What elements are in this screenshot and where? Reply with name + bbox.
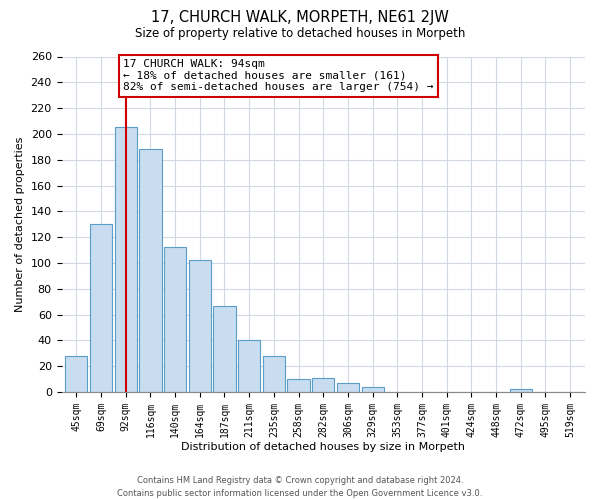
- Text: 17, CHURCH WALK, MORPETH, NE61 2JW: 17, CHURCH WALK, MORPETH, NE61 2JW: [151, 10, 449, 25]
- Text: Size of property relative to detached houses in Morpeth: Size of property relative to detached ho…: [135, 28, 465, 40]
- Bar: [337, 383, 359, 392]
- Text: 17 CHURCH WALK: 94sqm
← 18% of detached houses are smaller (161)
82% of semi-det: 17 CHURCH WALK: 94sqm ← 18% of detached …: [123, 59, 434, 92]
- Bar: [139, 150, 161, 392]
- Y-axis label: Number of detached properties: Number of detached properties: [15, 136, 25, 312]
- Bar: [238, 340, 260, 392]
- X-axis label: Distribution of detached houses by size in Morpeth: Distribution of detached houses by size …: [181, 442, 465, 452]
- Bar: [214, 306, 236, 392]
- Bar: [164, 248, 186, 392]
- Bar: [509, 390, 532, 392]
- Bar: [312, 378, 334, 392]
- Text: Contains HM Land Registry data © Crown copyright and database right 2024.
Contai: Contains HM Land Registry data © Crown c…: [118, 476, 482, 498]
- Bar: [115, 128, 137, 392]
- Bar: [65, 356, 88, 392]
- Bar: [90, 224, 112, 392]
- Bar: [287, 379, 310, 392]
- Bar: [263, 356, 285, 392]
- Bar: [188, 260, 211, 392]
- Bar: [362, 387, 384, 392]
